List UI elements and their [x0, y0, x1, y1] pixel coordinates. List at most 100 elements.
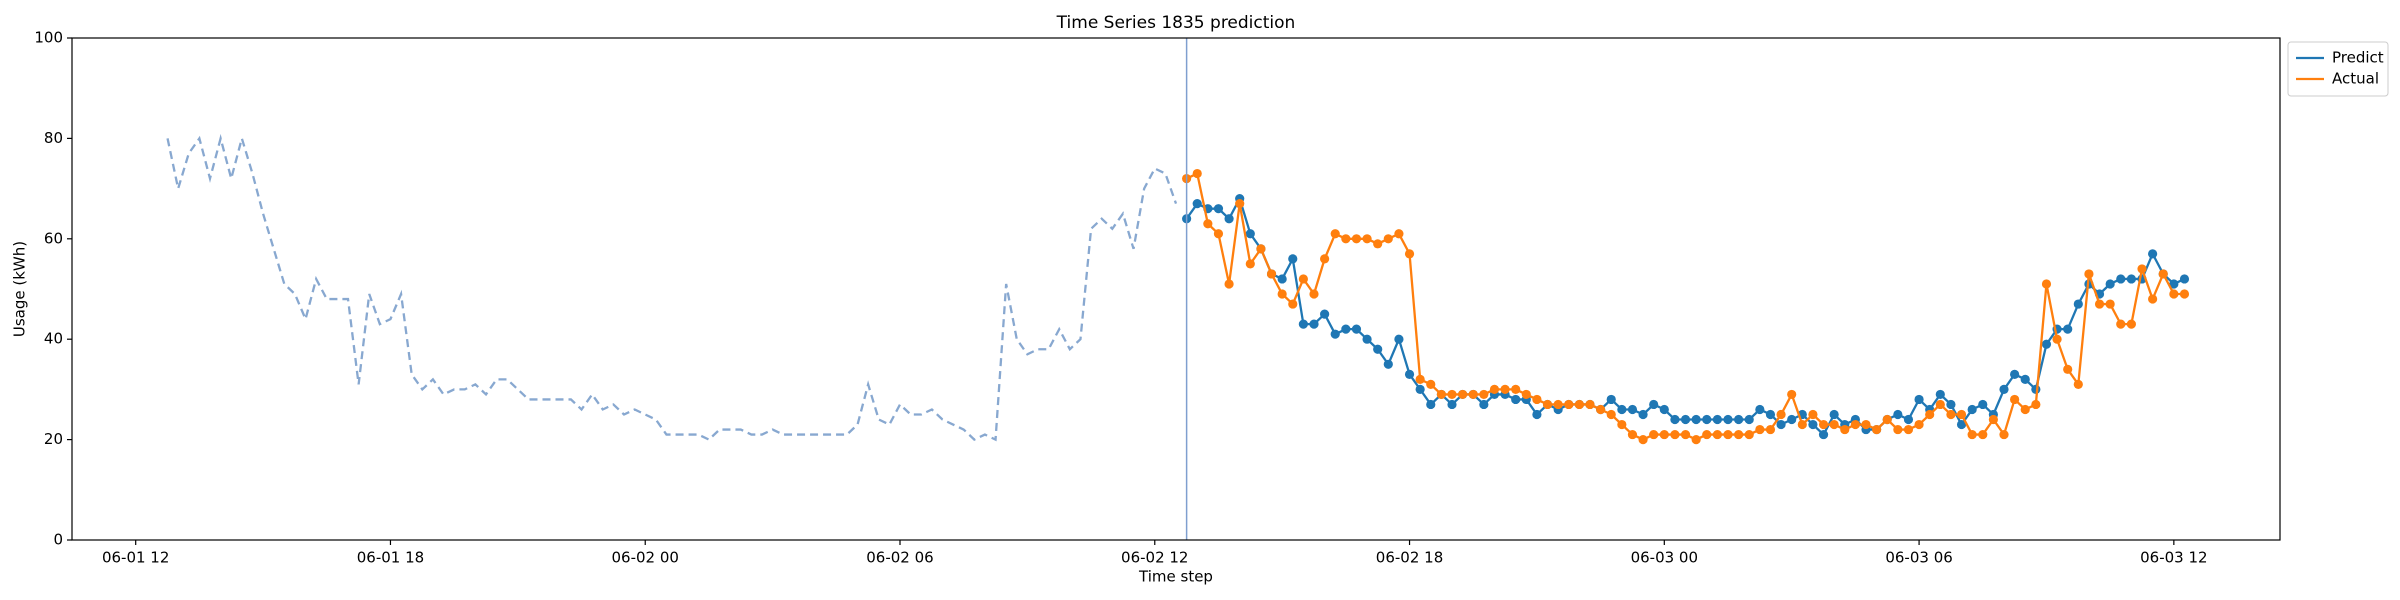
data-point	[1542, 399, 1553, 410]
data-point	[1925, 409, 1935, 420]
data-point	[1224, 214, 1234, 224]
data-point	[1192, 168, 1202, 179]
data-point	[1596, 404, 1606, 415]
data-point	[2094, 299, 2105, 309]
x-tick-label: 06-01 18	[357, 549, 424, 567]
data-point	[1978, 399, 1988, 410]
data-point	[1755, 404, 1765, 415]
x-tick-label: 06-02 00	[612, 549, 679, 567]
data-point	[1765, 424, 1776, 435]
data-point	[1277, 289, 1287, 299]
data-point	[1288, 254, 1298, 264]
data-point	[1638, 435, 1648, 445]
data-point	[1617, 419, 1627, 430]
data-point	[1988, 414, 1998, 425]
data-point	[1553, 399, 1563, 410]
data-point	[1649, 429, 1659, 440]
data-point	[1415, 384, 1425, 394]
data-point	[1649, 399, 1659, 410]
data-point	[1500, 384, 1510, 394]
data-point	[1956, 409, 1967, 420]
x-tick-label: 06-02 18	[1376, 549, 1443, 567]
y-tick-label: 60	[44, 229, 63, 247]
data-point	[1373, 344, 1383, 354]
data-point	[2010, 369, 2020, 379]
data-point	[1967, 404, 1977, 415]
data-point	[1532, 409, 1542, 420]
data-point	[1967, 429, 1977, 440]
data-point	[1872, 424, 1882, 435]
data-point	[1893, 424, 1903, 435]
data-point	[1330, 229, 1340, 239]
data-point	[1511, 394, 1521, 405]
data-point	[2105, 279, 2115, 289]
data-point	[1341, 234, 1351, 244]
data-point	[1404, 369, 1415, 379]
data-point	[1638, 409, 1648, 420]
data-point	[1277, 274, 1287, 284]
data-point	[1946, 409, 1956, 420]
y-tick-label: 40	[44, 330, 63, 348]
data-point	[1723, 414, 1733, 425]
data-point	[1521, 389, 1531, 400]
data-point	[1670, 414, 1680, 425]
data-point	[1606, 394, 1616, 405]
data-point	[1362, 234, 1372, 244]
y-tick-label: 100	[34, 29, 63, 47]
data-point	[1309, 319, 1319, 329]
data-point	[2063, 324, 2073, 334]
data-point	[2031, 399, 2041, 410]
data-point	[1585, 399, 1595, 410]
data-point	[1702, 414, 1712, 425]
data-point	[1213, 229, 1224, 239]
data-point	[1426, 399, 1436, 410]
data-point	[1893, 409, 1903, 420]
data-point	[1224, 279, 1234, 289]
data-point	[2169, 289, 2179, 299]
data-point	[1744, 429, 1754, 440]
data-point	[1691, 435, 1701, 445]
data-point	[2020, 374, 2030, 384]
y-tick-label: 0	[53, 531, 63, 549]
data-point	[1935, 389, 1945, 400]
data-point	[1914, 419, 1924, 430]
data-point	[1511, 384, 1521, 394]
data-point	[1298, 274, 1308, 284]
data-point	[1309, 289, 1319, 299]
data-point	[1532, 394, 1542, 405]
data-point	[1978, 429, 1988, 440]
data-point	[1394, 229, 1404, 239]
x-tick-label: 06-02 12	[1121, 549, 1188, 567]
axes-frame	[71, 37, 2281, 541]
data-point	[1903, 414, 1914, 425]
data-point	[1266, 269, 1277, 279]
data-point	[1330, 329, 1340, 339]
y-axis-label: Usage (kWh)	[11, 241, 29, 337]
data-point	[2116, 319, 2126, 329]
data-point	[1765, 409, 1776, 420]
data-point	[1447, 389, 1457, 400]
data-point	[2041, 279, 2052, 289]
data-point	[1479, 389, 1489, 400]
data-point	[1702, 429, 1712, 440]
data-point	[1479, 399, 1489, 410]
x-tick-label: 06-03 00	[1631, 549, 1698, 567]
data-point	[1627, 404, 1638, 415]
data-point	[2052, 334, 2062, 344]
data-point	[1946, 399, 1956, 410]
data-point	[1776, 419, 1786, 430]
data-point	[1723, 429, 1733, 440]
legend-label: Predict	[2332, 49, 2384, 67]
y-tick-label: 20	[44, 430, 63, 448]
data-point	[1808, 419, 1818, 430]
data-point	[2010, 394, 2020, 405]
data-point	[1288, 299, 1298, 309]
legend-box	[2287, 41, 2389, 97]
data-point	[1606, 409, 1616, 420]
data-point	[1415, 374, 1425, 384]
data-point	[1256, 244, 1266, 254]
data-point	[1797, 419, 1807, 430]
data-point	[1670, 429, 1680, 440]
